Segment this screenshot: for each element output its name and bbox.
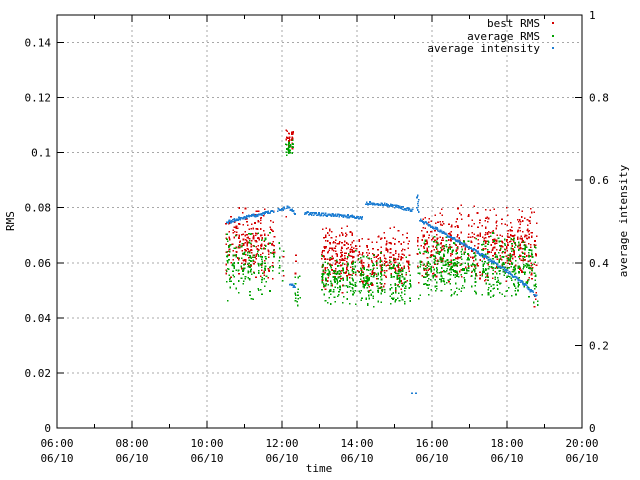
y-tick-label: 0.04 <box>25 312 52 325</box>
x-tick-time-label: 16:00 <box>415 437 448 450</box>
x-axis-title: time <box>306 462 333 475</box>
x-tick-date-label: 06/10 <box>490 452 523 465</box>
x-tick-time-label: 20:00 <box>565 437 598 450</box>
x-tick-date-label: 06/10 <box>265 452 298 465</box>
y-axis-title: RMS <box>4 211 17 231</box>
x-tick-time-label: 06:00 <box>40 437 73 450</box>
series-best-rms-points <box>225 129 538 308</box>
x-tick-time-label: 14:00 <box>340 437 373 450</box>
y-tick-label: 0.06 <box>25 257 52 270</box>
y-tick-label: 0.08 <box>25 202 52 215</box>
y2-tick-label: 0.8 <box>589 92 609 105</box>
x-tick-time-label: 08:00 <box>115 437 148 450</box>
legend-marker-best-rms <box>551 21 555 25</box>
y-tick-label: 0.1 <box>31 147 51 160</box>
y-tick-label: 0.02 <box>25 367 52 380</box>
y2-tick-label: 0.6 <box>589 174 609 187</box>
legend-marker-average-intensity <box>551 46 555 50</box>
y2-tick-label: 0 <box>589 422 596 435</box>
x-tick-date-label: 06/10 <box>415 452 448 465</box>
y2-axis-title: average intensity <box>617 164 630 277</box>
series-average-rms-points <box>225 139 539 308</box>
y-tick-label: 0.14 <box>25 37 52 50</box>
data-points <box>225 129 539 395</box>
legend-label-best-rms: best RMS <box>487 17 540 30</box>
axes: 06:00 06/10 08:00 06/10 10:00 06/10 12:00 06/10… <box>25 9 610 465</box>
y2-tick-label: 0.2 <box>589 339 609 352</box>
legend-marker-average-rms <box>551 34 555 38</box>
x-tick-date-label: 06/10 <box>115 452 148 465</box>
x-tick-time-label: 10:00 <box>190 437 223 450</box>
x-tick-date-label: 06/10 <box>340 452 373 465</box>
legend-label-average-rms: average RMS <box>467 30 540 43</box>
legend-label-average-intensity: average intensity <box>427 42 540 55</box>
x-tick-date-label: 06/10 <box>565 452 598 465</box>
x-tick-date-label: 06/10 <box>190 452 223 465</box>
x-tick-time-label: 12:00 <box>265 437 298 450</box>
x-tick-time-label: 18:00 <box>490 437 523 450</box>
legend: best RMS average RMS average intensity <box>427 17 555 55</box>
plot-border <box>56 14 583 429</box>
y-tick-label: 0.12 <box>25 92 52 105</box>
x-tick-date-label: 06/10 <box>40 452 73 465</box>
gridlines <box>57 15 582 428</box>
y2-tick-label: 0.4 <box>589 257 609 270</box>
y2-tick-label: 1 <box>589 9 596 22</box>
series-average-intensity-points <box>226 194 538 395</box>
y-tick-label: 0 <box>44 422 51 435</box>
